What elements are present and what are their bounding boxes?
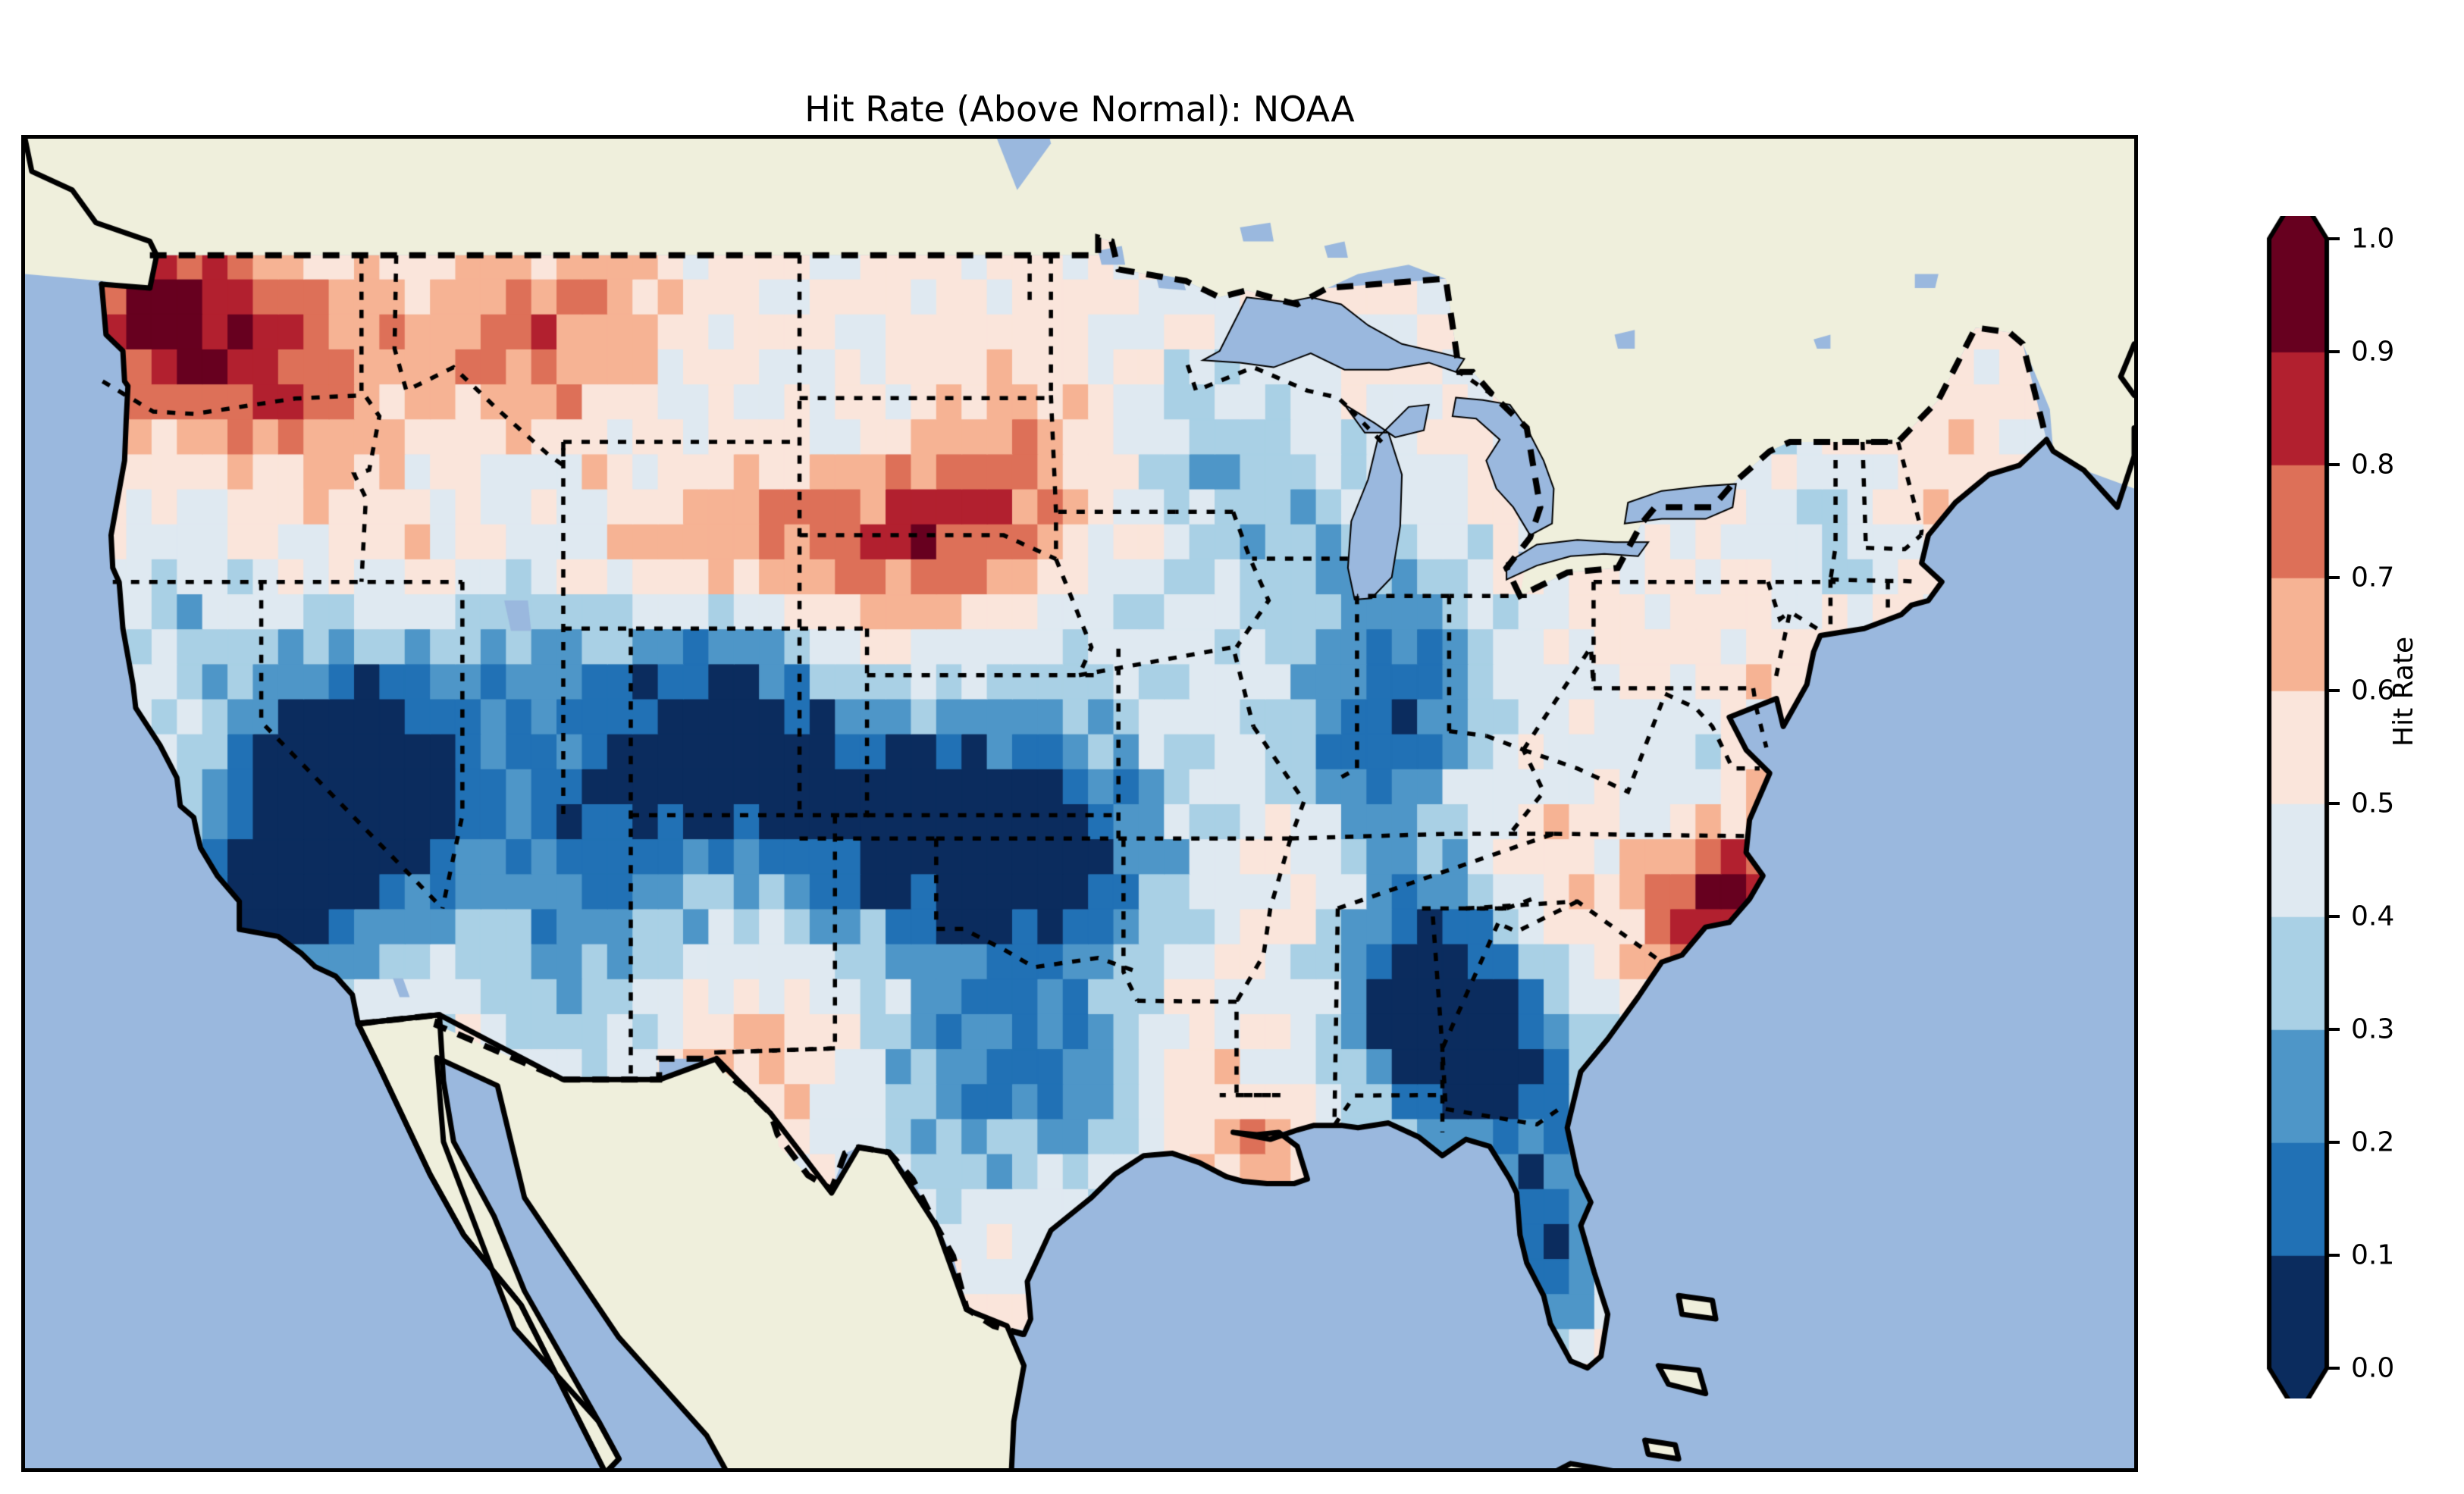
title-line-1: Hit Rate (Above Normal): NOAA	[804, 88, 1355, 130]
colorbar-tick-mark	[2327, 802, 2340, 805]
colorbar-gradient	[2239, 216, 2360, 1398]
colorbar-axis-label: Hit Rate	[2388, 636, 2419, 747]
colorbar-tick-label: 0.9	[2351, 336, 2395, 368]
colorbar-tick-mark	[2327, 237, 2340, 240]
colorbar-tick-label: 0.8	[2351, 449, 2395, 481]
colorbar-tick-label: 0.2	[2351, 1126, 2395, 1158]
colorbar-tick-label: 0.1	[2351, 1239, 2395, 1271]
colorbar-tick-label: 0.7	[2351, 562, 2395, 594]
colorbar-tick-mark	[2327, 1367, 2340, 1370]
colorbar-tick-label: 0.4	[2351, 900, 2395, 932]
colorbar-tick-mark	[2327, 1254, 2340, 1257]
colorbar-tick-mark	[2327, 576, 2340, 579]
colorbar-tick-mark	[2327, 350, 2340, 353]
colorbar-tick-label: 1.0	[2351, 223, 2395, 255]
colorbar-tick-mark	[2327, 1028, 2340, 1031]
colorbar-tick-mark	[2327, 1141, 2340, 1144]
colorbar-tick-mark	[2327, 915, 2340, 918]
hit-rate-heatmap	[25, 139, 2134, 1468]
colorbar-tick-label: 0.3	[2351, 1013, 2395, 1045]
colorbar-tick-mark	[2327, 463, 2340, 466]
colorbar: 0.0 0.1 0.2 0.3 0.4 0.5 0.6 0.7 0.8 0.9 1.0	[2239, 216, 2394, 1398]
colorbar-tick-mark	[2327, 689, 2340, 692]
colorbar-tick-label: 0.6	[2351, 675, 2395, 706]
map-plot-area	[21, 135, 2138, 1472]
colorbar-tick-label: 0.0	[2351, 1352, 2395, 1384]
colorbar-tick-label: 0.5	[2351, 788, 2395, 819]
